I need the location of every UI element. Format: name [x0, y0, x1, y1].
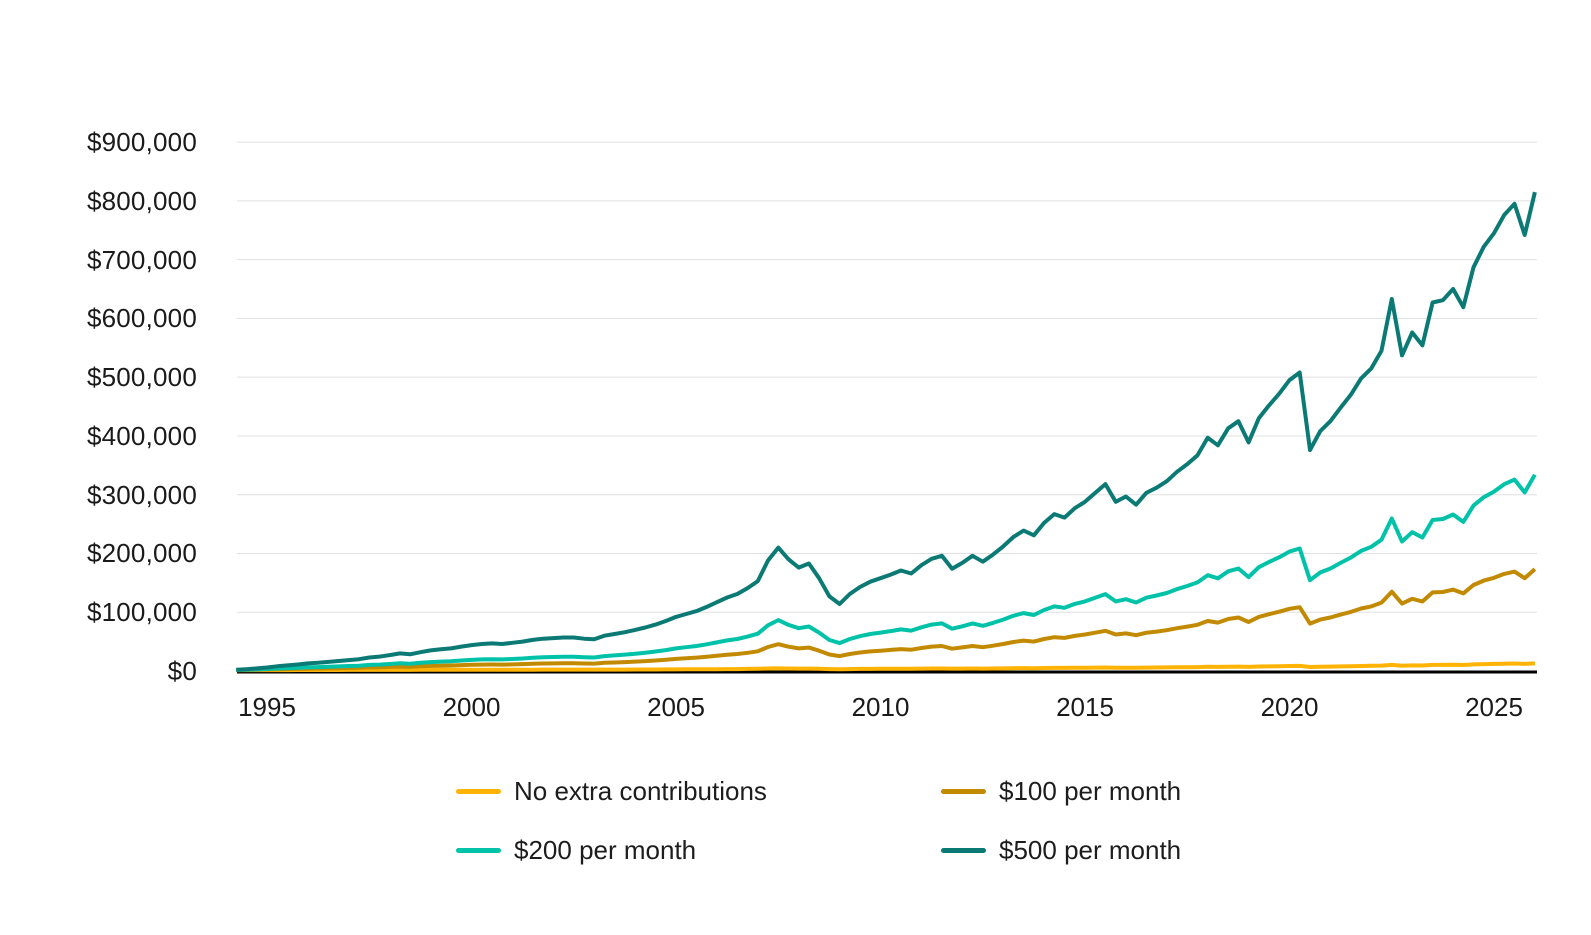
- x-axis-label: 2010: [851, 692, 910, 722]
- y-axis-label: $500,000: [86, 362, 197, 393]
- legend-color-swatch: [941, 788, 986, 794]
- series-line--500-per-month: [236, 191, 1537, 672]
- x-axis-label: 2020: [1260, 692, 1319, 722]
- legend-label: No extra contributions: [514, 776, 767, 806]
- series-line--200-per-month: [236, 473, 1537, 672]
- legend-item--200-per-month: $200 per month: [456, 835, 696, 865]
- y-axis-label: $300,000: [86, 479, 197, 510]
- legend-color-swatch: [456, 847, 501, 853]
- y-axis-label: $800,000: [86, 185, 197, 216]
- series-line-no-extra-contributions: [236, 661, 1535, 673]
- legend-label: $100 per month: [999, 776, 1182, 806]
- x-axis-label: 2000: [442, 692, 501, 722]
- y-axis-label: $600,000: [86, 303, 197, 334]
- legend-item--100-per-month: $100 per month: [941, 776, 1181, 806]
- y-axis-label: $100,000: [86, 597, 197, 628]
- series-line--100-per-month: [236, 567, 1537, 673]
- x-axis-label: 2025: [1465, 692, 1523, 722]
- y-axis-label: $0: [167, 656, 197, 686]
- legend-label: $200 per month: [514, 835, 697, 865]
- legend-color-swatch: [941, 847, 986, 853]
- y-axis-label: $700,000: [86, 244, 197, 275]
- x-axis-label: 2015: [1056, 692, 1114, 722]
- y-axis-label: $200,000: [86, 538, 197, 569]
- y-axis-label: $400,000: [86, 420, 197, 451]
- legend-item-no-extra-contributions: No extra contributions: [456, 776, 767, 806]
- y-axis-label: $900,000: [86, 127, 197, 158]
- x-axis-label: 1995: [238, 692, 296, 722]
- x-axis-label: 2005: [647, 692, 705, 722]
- legend-color-swatch: [456, 788, 501, 794]
- legend-item--500-per-month: $500 per month: [941, 835, 1181, 865]
- legend-label: $500 per month: [999, 835, 1182, 865]
